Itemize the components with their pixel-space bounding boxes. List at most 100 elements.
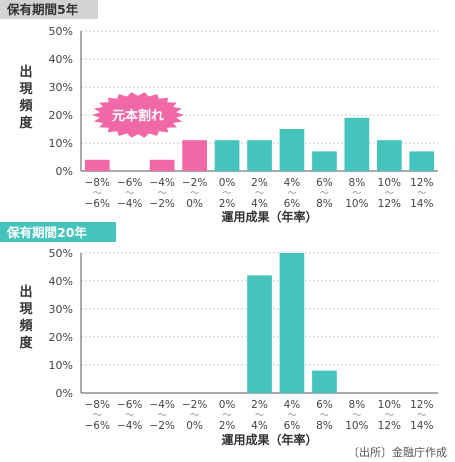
x-tick-label-range: 〜 bbox=[287, 411, 296, 421]
x-tick-label-range: 〜 bbox=[158, 411, 167, 421]
x-tick-label-range: 〜 bbox=[287, 189, 296, 199]
bar bbox=[279, 129, 305, 171]
y-tick-label: 0% bbox=[56, 165, 73, 178]
y-axis-label-char: 度 bbox=[19, 115, 33, 131]
x-tick-label: 12% bbox=[378, 420, 401, 432]
x-tick-label: −4% bbox=[149, 399, 174, 411]
x-tick-label: 14% bbox=[410, 198, 433, 210]
chart-panel-1: 保有期間5年0%10%20%30%40%50%出現頻度−8%〜−6%−6%〜−4… bbox=[0, 0, 438, 224]
x-tick-label: 10% bbox=[378, 399, 401, 411]
y-tick-label: 50% bbox=[49, 247, 73, 260]
x-tick-label-range: 〜 bbox=[385, 189, 394, 199]
x-tick-label: −2% bbox=[149, 420, 174, 432]
x-tick-label: 10% bbox=[345, 198, 368, 210]
x-tick-label: 8% bbox=[316, 420, 333, 432]
x-tick-label: 8% bbox=[349, 399, 366, 411]
x-axis-label: 運用成果（年率） bbox=[221, 432, 317, 447]
x-tick-label: −6% bbox=[117, 177, 142, 189]
y-tick-label: 0% bbox=[56, 387, 73, 400]
x-tick-label: 12% bbox=[378, 198, 401, 210]
x-tick-label: −2% bbox=[182, 177, 207, 189]
x-tick-label-range: 〜 bbox=[93, 411, 102, 421]
x-tick-label-range: 〜 bbox=[320, 411, 329, 421]
y-axis-label-char: 頻 bbox=[19, 318, 32, 334]
x-tick-label: 8% bbox=[349, 177, 366, 189]
y-axis-label-char: 出 bbox=[19, 64, 32, 80]
x-tick-label: 4% bbox=[251, 420, 268, 432]
x-axis-label: 運用成果（年率） bbox=[221, 209, 317, 224]
bar bbox=[247, 140, 272, 171]
x-tick-label-range: 〜 bbox=[255, 189, 264, 199]
bar bbox=[312, 370, 337, 393]
x-tick-label: 12% bbox=[410, 177, 433, 189]
x-tick-label: −6% bbox=[84, 198, 109, 210]
y-tick-label: 50% bbox=[49, 25, 73, 38]
x-tick-label-range: 〜 bbox=[223, 189, 232, 199]
x-tick-label: −6% bbox=[117, 399, 142, 411]
x-tick-label: 10% bbox=[378, 177, 401, 189]
x-tick-label: 2% bbox=[219, 198, 236, 210]
y-tick-label: 10% bbox=[49, 359, 73, 372]
x-tick-label: −2% bbox=[182, 399, 207, 411]
y-tick-label: 20% bbox=[49, 331, 73, 344]
x-tick-label: 0% bbox=[219, 399, 236, 411]
x-tick-label-range: 〜 bbox=[352, 189, 361, 199]
x-tick-label: −4% bbox=[117, 420, 142, 432]
x-tick-label: 14% bbox=[410, 420, 433, 432]
x-tick-label: 4% bbox=[284, 399, 301, 411]
x-tick-label: 6% bbox=[316, 399, 333, 411]
x-tick-label-range: 〜 bbox=[93, 189, 102, 199]
chart-panel-2: 保有期間20年0%10%20%30%40%50%出現頻度−8%〜−6%−6%〜−… bbox=[0, 222, 438, 447]
bar bbox=[312, 151, 337, 171]
x-tick-label: 2% bbox=[219, 420, 236, 432]
x-tick-label: 4% bbox=[251, 198, 268, 210]
y-tick-label: 30% bbox=[49, 303, 73, 316]
bar bbox=[279, 253, 305, 393]
x-tick-label: 12% bbox=[410, 399, 433, 411]
x-tick-label: 0% bbox=[186, 420, 203, 432]
chart-title: 保有期間5年 bbox=[6, 2, 79, 17]
chart-title: 保有期間20年 bbox=[6, 225, 87, 240]
x-tick-label-range: 〜 bbox=[255, 411, 264, 421]
chart-title-tag bbox=[0, 222, 116, 242]
y-tick-label: 40% bbox=[49, 275, 73, 288]
y-axis-label-char: 出 bbox=[19, 284, 32, 300]
x-tick-label: 6% bbox=[284, 420, 301, 432]
x-tick-label: 2% bbox=[251, 399, 268, 411]
x-tick-label-range: 〜 bbox=[223, 411, 232, 421]
x-tick-label: 6% bbox=[316, 177, 333, 189]
bar bbox=[84, 159, 110, 171]
y-tick-label: 10% bbox=[49, 137, 73, 150]
x-tick-label: 0% bbox=[186, 198, 203, 210]
x-tick-label-range: 〜 bbox=[158, 189, 167, 199]
y-axis-label-char: 現 bbox=[19, 302, 32, 317]
y-axis-label-char: 頻 bbox=[19, 98, 32, 114]
y-axis-label-char: 現 bbox=[19, 82, 32, 97]
annotation-text: 元本割れ bbox=[112, 108, 164, 124]
x-tick-label: −4% bbox=[117, 198, 142, 210]
bar bbox=[377, 140, 402, 171]
bar bbox=[344, 117, 370, 171]
x-tick-label-range: 〜 bbox=[352, 411, 361, 421]
x-tick-label: −8% bbox=[84, 399, 109, 411]
x-tick-label-range: 〜 bbox=[125, 411, 134, 421]
x-tick-label: −6% bbox=[84, 420, 109, 432]
source-note: 〔出所〕金融庁作成 bbox=[348, 446, 447, 459]
x-tick-label-range: 〜 bbox=[190, 189, 199, 199]
bar bbox=[149, 159, 175, 171]
x-tick-label: −4% bbox=[149, 177, 174, 189]
x-tick-label-range: 〜 bbox=[385, 411, 394, 421]
x-tick-label: 6% bbox=[284, 198, 301, 210]
x-tick-label-range: 〜 bbox=[190, 411, 199, 421]
chart-title-tag bbox=[0, 0, 98, 19]
x-tick-label-range: 〜 bbox=[125, 189, 134, 199]
x-tick-label: −2% bbox=[149, 198, 174, 210]
x-tick-label: 10% bbox=[345, 420, 368, 432]
bar bbox=[409, 151, 435, 171]
y-axis-label-char: 度 bbox=[19, 335, 33, 351]
y-tick-label: 40% bbox=[49, 53, 73, 66]
bar bbox=[247, 275, 272, 393]
x-tick-label-range: 〜 bbox=[417, 411, 426, 421]
x-tick-label: 8% bbox=[316, 198, 333, 210]
